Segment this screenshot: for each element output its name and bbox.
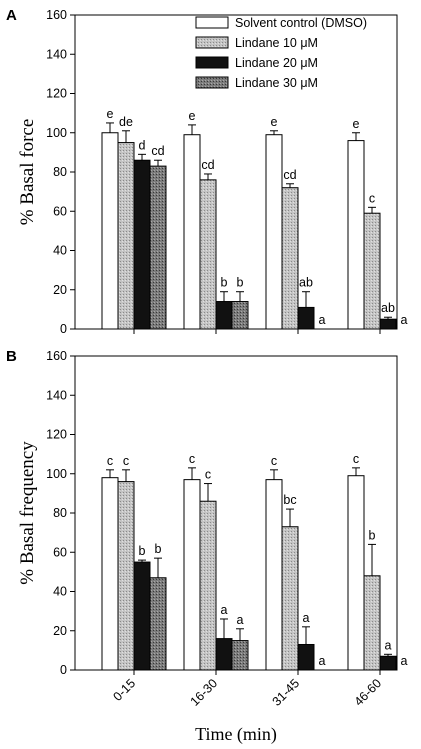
significance-label: c	[369, 191, 375, 205]
y-tick-label: 20	[53, 624, 67, 638]
bar	[199, 500, 217, 671]
significance-label: e	[189, 109, 196, 123]
bar	[231, 640, 249, 671]
x-tick-label: 0-15	[111, 676, 139, 704]
bar	[363, 212, 381, 330]
bar	[215, 301, 233, 330]
significance-label: a	[401, 654, 408, 668]
bar	[183, 134, 201, 330]
significance-label: e	[271, 115, 278, 129]
bar	[149, 577, 167, 671]
y-tick-label: 40	[53, 244, 67, 258]
y-tick-label: 20	[53, 283, 67, 297]
y-axis-label: % Basal frequency	[17, 441, 38, 585]
significance-label: cd	[283, 168, 296, 182]
bar	[231, 301, 249, 330]
y-tick-label: 140	[46, 388, 67, 402]
bar	[297, 643, 315, 671]
significance-label: c	[271, 454, 277, 468]
bar	[117, 142, 135, 330]
legend-swatch	[195, 56, 229, 69]
bar	[297, 306, 315, 330]
significance-label: de	[119, 115, 133, 129]
legend-swatch	[195, 76, 229, 89]
bar	[133, 159, 151, 330]
significance-label: a	[319, 313, 326, 327]
bar	[149, 165, 167, 330]
legend-label: Solvent control (DMSO)	[235, 16, 367, 30]
y-tick-label: 40	[53, 585, 67, 599]
significance-label: a	[221, 603, 228, 617]
significance-label: b	[139, 544, 146, 558]
x-axis-label: Time (min)	[195, 724, 277, 745]
significance-label: c	[123, 454, 129, 468]
bar	[265, 134, 283, 330]
significance-label: c	[189, 452, 195, 466]
bar	[363, 575, 381, 671]
x-tick-label: 16-30	[188, 676, 221, 709]
significance-label: ab	[381, 301, 395, 315]
bar	[347, 140, 365, 330]
significance-label: b	[237, 276, 244, 290]
significance-label: e	[353, 117, 360, 131]
bar	[347, 475, 365, 671]
y-tick-label: 0	[60, 663, 67, 677]
bar	[199, 179, 217, 330]
significance-label: a	[401, 313, 408, 327]
bar	[379, 318, 397, 330]
bar	[183, 479, 201, 671]
y-tick-label: 60	[53, 204, 67, 218]
significance-label: bc	[283, 493, 296, 507]
legend-label: Lindane 20 μM	[235, 56, 318, 70]
panel-b-chart: B 0 20 40 60 80 100 120 140 160 % Basal frequency c…	[6, 348, 408, 745]
bar	[379, 655, 397, 671]
significance-label: cd	[201, 158, 214, 172]
y-tick-label: 120	[46, 87, 67, 101]
y-tick-label: 100	[46, 126, 67, 140]
significance-label: e	[107, 107, 114, 121]
bar	[101, 477, 119, 671]
significance-label: c	[107, 454, 113, 468]
significance-label: b	[369, 528, 376, 542]
legend-swatch	[195, 16, 229, 29]
significance-label: d	[139, 138, 146, 152]
bar	[215, 638, 233, 671]
bar	[265, 479, 283, 671]
legend-label: Lindane 10 μM	[235, 36, 318, 50]
y-tick-label: 80	[53, 165, 67, 179]
panel-label: A	[6, 7, 17, 24]
legend-label: Lindane 30 μM	[235, 76, 318, 90]
y-tick-label: 100	[46, 467, 67, 481]
significance-label: ab	[299, 276, 313, 290]
bar	[117, 481, 135, 671]
y-tick-label: 0	[60, 322, 67, 336]
significance-label: c	[353, 452, 359, 466]
y-tick-label: 160	[46, 8, 67, 22]
significance-label: a	[385, 638, 392, 652]
x-tick-label: 31-45	[270, 676, 303, 709]
significance-label: a	[303, 611, 310, 625]
y-tick-label: 60	[53, 545, 67, 559]
significance-label: c	[205, 468, 211, 482]
significance-label: a	[319, 654, 326, 668]
significance-label: b	[155, 542, 162, 556]
y-axis-label: % Basal force	[17, 119, 38, 226]
legend-swatch	[195, 36, 229, 49]
bar	[133, 561, 151, 671]
significance-label: cd	[151, 144, 164, 158]
bar	[101, 132, 119, 330]
significance-label: b	[221, 276, 228, 290]
panel-label: B	[6, 348, 17, 365]
x-tick-label: 46-60	[352, 676, 385, 709]
bar	[281, 526, 299, 671]
y-tick-label: 140	[46, 47, 67, 61]
bar	[281, 187, 299, 330]
y-tick-label: 160	[46, 349, 67, 363]
y-tick-label: 80	[53, 506, 67, 520]
y-tick-label: 120	[46, 428, 67, 442]
significance-label: a	[237, 613, 244, 627]
